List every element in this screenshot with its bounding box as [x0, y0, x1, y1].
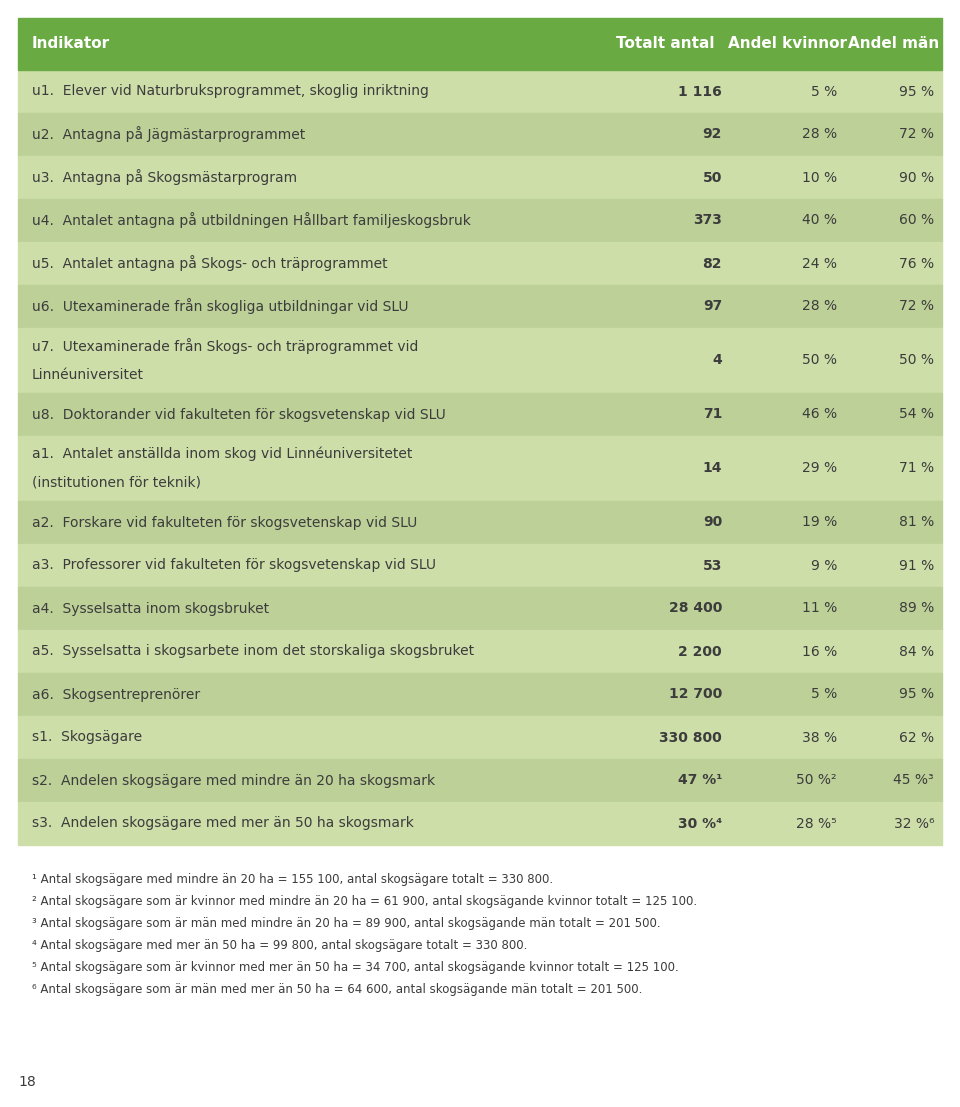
- Text: 91 %: 91 %: [899, 559, 934, 572]
- Text: a6.  Skogsentreprenörer: a6. Skogsentreprenörer: [32, 687, 200, 702]
- Text: 11 %: 11 %: [802, 601, 837, 615]
- Text: 97: 97: [703, 300, 722, 313]
- Text: 9 %: 9 %: [810, 559, 837, 572]
- Text: u5.  Antalet antagna på Skogs- och träprogrammet: u5. Antalet antagna på Skogs- och träpro…: [32, 256, 388, 271]
- Text: 62 %: 62 %: [899, 731, 934, 745]
- Text: 10 %: 10 %: [802, 170, 837, 185]
- Text: 71 %: 71 %: [899, 462, 934, 476]
- Text: 45 %³: 45 %³: [894, 774, 934, 787]
- Text: 14: 14: [703, 462, 722, 476]
- Bar: [18, 501, 942, 544]
- Text: 19 %: 19 %: [802, 516, 837, 529]
- Text: s3.  Andelen skogsägare med mer än 50 ha skogsmark: s3. Andelen skogsägare med mer än 50 ha …: [32, 817, 414, 830]
- Text: 5 %: 5 %: [811, 687, 837, 702]
- Text: 28 %: 28 %: [802, 300, 837, 313]
- Bar: [18, 544, 942, 587]
- Text: a1.  Antalet anställda inom skog vid Linnéuniversitetet: a1. Antalet anställda inom skog vid Linn…: [32, 447, 413, 462]
- Text: 2 200: 2 200: [679, 644, 722, 659]
- Text: Andel män: Andel män: [848, 37, 939, 52]
- Text: 47 %¹: 47 %¹: [678, 774, 722, 787]
- Text: ⁵ Antal skogsägare som är kvinnor med mer än 50 ha = 34 700, antal skogsägande k: ⁵ Antal skogsägare som är kvinnor med me…: [32, 961, 679, 974]
- Text: 32 %⁶: 32 %⁶: [894, 817, 934, 830]
- Text: 12 700: 12 700: [669, 687, 722, 702]
- Text: 89 %: 89 %: [899, 601, 934, 615]
- Text: Linnéuniversitet: Linnéuniversitet: [32, 368, 144, 382]
- Text: 72 %: 72 %: [899, 300, 934, 313]
- Text: u7.  Utexaminerade från Skogs- och träprogrammet vid: u7. Utexaminerade från Skogs- och träpro…: [32, 339, 419, 354]
- Text: 40 %: 40 %: [802, 214, 837, 228]
- Text: u1.  Elever vid Naturbruksprogrammet, skoglig inriktning: u1. Elever vid Naturbruksprogrammet, sko…: [32, 84, 429, 99]
- Bar: [18, 70, 942, 113]
- Bar: [18, 393, 942, 436]
- Text: a5.  Sysselsatta i skogsarbete inom det storskaliga skogsbruket: a5. Sysselsatta i skogsarbete inom det s…: [32, 644, 474, 659]
- Text: 50 %²: 50 %²: [797, 774, 837, 787]
- Text: 24 %: 24 %: [802, 257, 837, 270]
- Text: ² Antal skogsägare som är kvinnor med mindre än 20 ha = 61 900, antal skogsägand: ² Antal skogsägare som är kvinnor med mi…: [32, 894, 697, 908]
- Bar: [18, 328, 942, 393]
- Text: 373: 373: [693, 214, 722, 228]
- Text: a3.  Professorer vid fakulteten för skogsvetenskap vid SLU: a3. Professorer vid fakulteten för skogs…: [32, 559, 436, 572]
- Text: 82: 82: [703, 257, 722, 270]
- Bar: [18, 18, 942, 70]
- Text: ¹ Antal skogsägare med mindre än 20 ha = 155 100, antal skogsägare totalt = 330 : ¹ Antal skogsägare med mindre än 20 ha =…: [32, 873, 553, 886]
- Text: 90: 90: [703, 516, 722, 529]
- Text: u2.  Antagna på Jägmästarprogrammet: u2. Antagna på Jägmästarprogrammet: [32, 126, 305, 143]
- Text: 28 400: 28 400: [668, 601, 722, 615]
- Text: s1.  Skogsägare: s1. Skogsägare: [32, 731, 142, 745]
- Text: 4: 4: [712, 353, 722, 368]
- Bar: [18, 156, 942, 199]
- Text: 53: 53: [703, 559, 722, 572]
- Bar: [18, 759, 942, 801]
- Text: u4.  Antalet antagna på utbildningen Hållbart familjeskogsbruk: u4. Antalet antagna på utbildningen Håll…: [32, 213, 470, 228]
- Text: 54 %: 54 %: [899, 407, 934, 422]
- Text: 50 %: 50 %: [802, 353, 837, 368]
- Text: (institutionen för teknik): (institutionen för teknik): [32, 476, 201, 489]
- Text: 72 %: 72 %: [899, 127, 934, 142]
- Text: 71: 71: [703, 407, 722, 422]
- Text: 50 %: 50 %: [899, 353, 934, 368]
- Text: Indikator: Indikator: [32, 37, 110, 52]
- Text: 95 %: 95 %: [899, 687, 934, 702]
- Text: 18: 18: [18, 1075, 36, 1089]
- Text: 50: 50: [703, 170, 722, 185]
- Text: 95 %: 95 %: [899, 84, 934, 99]
- Text: 1 116: 1 116: [679, 84, 722, 99]
- Text: Totalt antal: Totalt antal: [615, 37, 714, 52]
- Text: 28 %: 28 %: [802, 127, 837, 142]
- Bar: [18, 673, 942, 716]
- Text: 29 %: 29 %: [802, 462, 837, 476]
- Bar: [18, 436, 942, 501]
- Text: ³ Antal skogsägare som är män med mindre än 20 ha = 89 900, antal skogsägande mä: ³ Antal skogsägare som är män med mindre…: [32, 917, 660, 930]
- Text: 30 %⁴: 30 %⁴: [678, 817, 722, 830]
- Text: 92: 92: [703, 127, 722, 142]
- Text: 16 %: 16 %: [802, 644, 837, 659]
- Text: s2.  Andelen skogsägare med mindre än 20 ha skogsmark: s2. Andelen skogsägare med mindre än 20 …: [32, 774, 435, 787]
- Text: 76 %: 76 %: [899, 257, 934, 270]
- Text: 46 %: 46 %: [802, 407, 837, 422]
- Text: 60 %: 60 %: [899, 214, 934, 228]
- Bar: [18, 587, 942, 630]
- Text: u6.  Utexaminerade från skogliga utbildningar vid SLU: u6. Utexaminerade från skogliga utbildni…: [32, 299, 409, 314]
- Text: 28 %⁵: 28 %⁵: [797, 817, 837, 830]
- Text: u3.  Antagna på Skogsmästarprogram: u3. Antagna på Skogsmästarprogram: [32, 169, 298, 186]
- Text: ⁴ Antal skogsägare med mer än 50 ha = 99 800, antal skogsägare totalt = 330 800.: ⁴ Antal skogsägare med mer än 50 ha = 99…: [32, 939, 527, 952]
- Text: Andel kvinnor: Andel kvinnor: [728, 37, 847, 52]
- Bar: [18, 284, 942, 328]
- Bar: [18, 199, 942, 242]
- Bar: [18, 716, 942, 759]
- Bar: [18, 113, 942, 156]
- Text: a2.  Forskare vid fakulteten för skogsvetenskap vid SLU: a2. Forskare vid fakulteten för skogsvet…: [32, 516, 418, 529]
- Text: 90 %: 90 %: [899, 170, 934, 185]
- Text: 81 %: 81 %: [899, 516, 934, 529]
- Text: 330 800: 330 800: [660, 731, 722, 745]
- Bar: [18, 801, 942, 845]
- Text: a4.  Sysselsatta inom skogsbruket: a4. Sysselsatta inom skogsbruket: [32, 601, 269, 615]
- Text: ⁶ Antal skogsägare som är män med mer än 50 ha = 64 600, antal skogsägande män t: ⁶ Antal skogsägare som är män med mer än…: [32, 983, 642, 996]
- Bar: [18, 242, 942, 284]
- Text: 38 %: 38 %: [802, 731, 837, 745]
- Bar: [18, 630, 942, 673]
- Text: 5 %: 5 %: [811, 84, 837, 99]
- Text: 84 %: 84 %: [899, 644, 934, 659]
- Text: u8.  Doktorander vid fakulteten för skogsvetenskap vid SLU: u8. Doktorander vid fakulteten för skogs…: [32, 407, 445, 422]
